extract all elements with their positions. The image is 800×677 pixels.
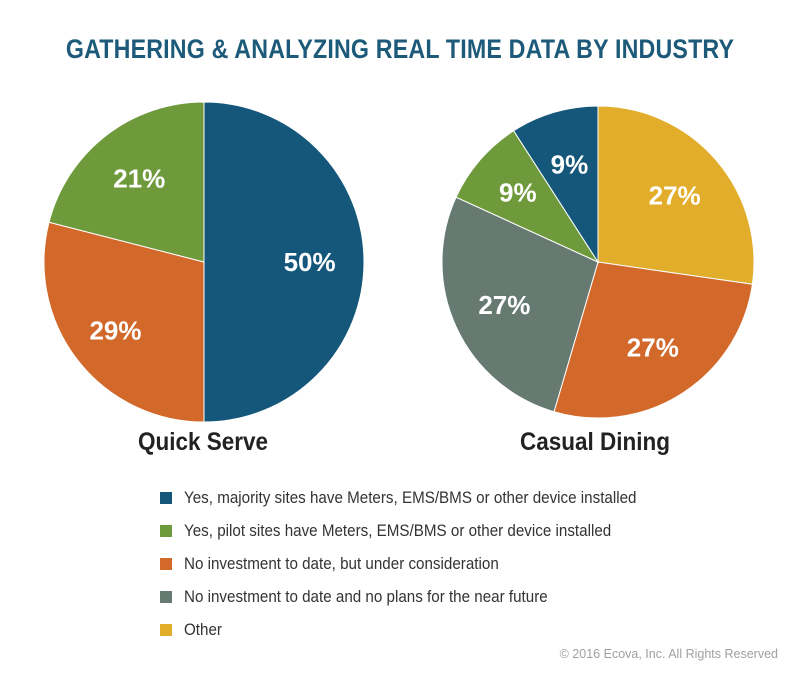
legend: Yes, majority sites have Meters, EMS/BMS… (160, 484, 676, 649)
legend-item-no-investment-no-plans: No investment to date and no plans for t… (160, 583, 676, 611)
legend-swatch (160, 591, 172, 603)
pie-slice (597, 105, 755, 285)
pie-title-quick-serve: Quick Serve (137, 428, 269, 456)
pie-slice-label: 27% (649, 181, 701, 211)
pie-slice-label: 27% (627, 332, 679, 362)
pie-slice-label: 27% (478, 290, 530, 320)
legend-swatch (160, 492, 172, 504)
pie-slice (43, 221, 205, 423)
pie-quick-serve: 50% 29% 21% (43, 101, 365, 423)
pie-slice (48, 101, 205, 263)
legend-swatch (160, 525, 172, 537)
legend-item-other: Other (160, 616, 676, 644)
pie-slice (441, 196, 599, 413)
pie-slice (203, 101, 365, 423)
legend-item-no-investment-considering: No investment to date, but under conside… (160, 550, 676, 578)
pie-slice (455, 130, 600, 264)
pie-casual-dining: 27% 27% 27% 9% 9% (441, 105, 755, 419)
pie-slice-label: 9% (551, 150, 589, 180)
legend-swatch (160, 624, 172, 636)
pie-slice (553, 261, 753, 419)
chart-title: GATHERING & ANALYZING REAL TIME DATA BY … (65, 34, 735, 64)
pie-slice-label: 50% (284, 247, 336, 277)
legend-label: No investment to date and no plans for t… (184, 587, 548, 606)
legend-label: Yes, pilot sites have Meters, EMS/BMS or… (184, 521, 612, 540)
pie-slice-label: 9% (499, 178, 537, 208)
pie-slice-label: 29% (89, 316, 141, 346)
pie-slice (512, 105, 599, 264)
copyright-notice: © 2016 Ecova, Inc. All Rights Reserved (559, 647, 778, 661)
legend-label: Yes, majority sites have Meters, EMS/BMS… (184, 488, 637, 507)
legend-label: Other (184, 620, 222, 639)
pie-slice-label: 21% (113, 164, 165, 194)
pie-title-casual-dining: Casual Dining (519, 428, 671, 456)
legend-item-majority: Yes, majority sites have Meters, EMS/BMS… (160, 484, 676, 512)
legend-swatch (160, 558, 172, 570)
legend-label: No investment to date, but under conside… (184, 554, 499, 573)
legend-item-pilot: Yes, pilot sites have Meters, EMS/BMS or… (160, 517, 676, 545)
